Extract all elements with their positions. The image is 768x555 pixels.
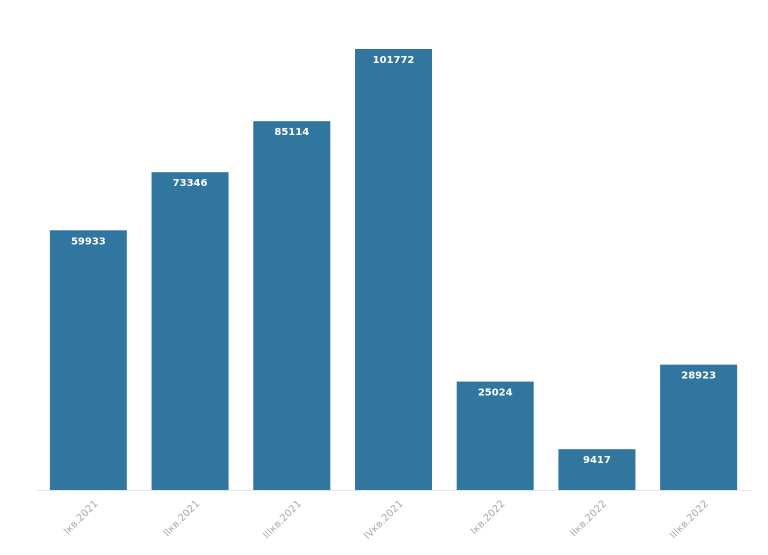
- bar: [456, 381, 534, 490]
- bar: [558, 449, 636, 490]
- x-tick-label: Iкв.2021: [62, 498, 101, 537]
- value-label: 9417: [583, 455, 611, 466]
- bar: [151, 172, 229, 491]
- x-tick-label: IIIкв.2021: [261, 498, 304, 541]
- x-tick-label: IVкв.2021: [362, 498, 405, 541]
- bar: [49, 230, 127, 490]
- x-tick-label: IIкв.2021: [162, 498, 203, 539]
- value-label: 73346: [173, 178, 208, 189]
- x-tick-label: IIIкв.2022: [668, 498, 711, 541]
- value-label: 85114: [274, 127, 309, 138]
- bar: [660, 364, 738, 490]
- x-tick-label: Iкв.2022: [469, 498, 508, 537]
- value-label: 59933: [71, 236, 106, 247]
- bar: [253, 121, 331, 490]
- bar: [355, 49, 432, 490]
- value-label: 101772: [373, 55, 415, 66]
- value-label: 28923: [681, 371, 716, 382]
- value-label: 25024: [478, 388, 513, 399]
- x-tick-label: IIкв.2022: [569, 498, 610, 539]
